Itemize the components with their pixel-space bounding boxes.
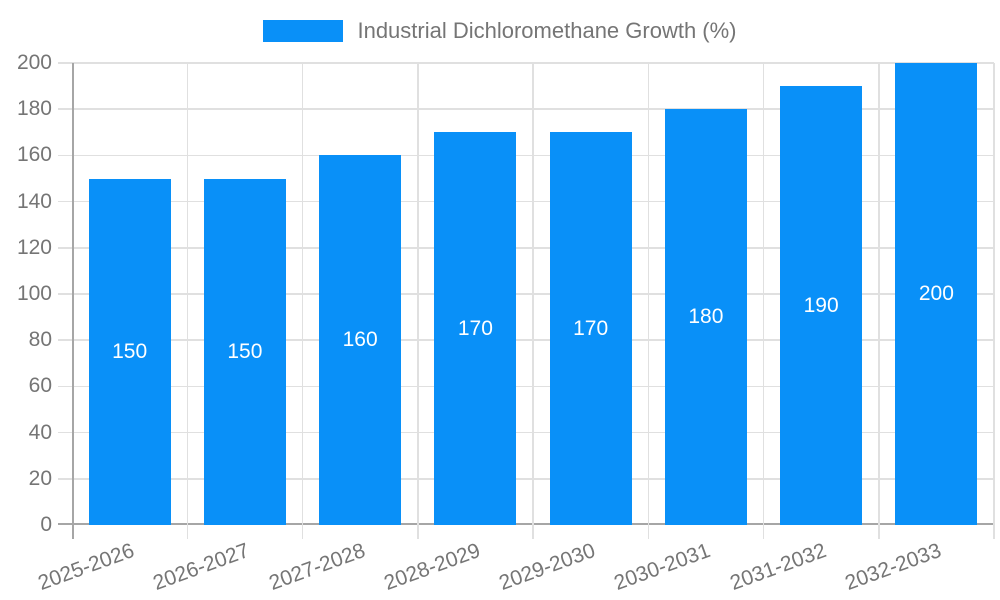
y-tick-label: 160 [16,143,52,167]
x-gridline [762,63,765,539]
plot-area: 0 20 40 60 80 100 120 140 160 180 200 150 150 160 170 1… [17,52,995,595]
x-tick-label: 2027-2028 [265,539,368,595]
x-gridline [417,63,419,539]
y-gridline [58,247,994,249]
y-tick-label: 180 [16,97,52,121]
bar-2026-2027[interactable]: 150 [203,178,286,525]
bar-2030-2031[interactable]: 180 [664,109,747,525]
legend-label: Industrial Dichloromethane Growth (%) [357,18,737,43]
bar-2025-2026[interactable]: 150 [88,178,171,525]
x-tick-label: 2025-2026 [35,539,138,595]
x-gridline [301,63,304,539]
bar-value-label: 150 [112,339,148,363]
y-tick-label: 60 [28,374,52,398]
x-gridline [993,63,995,539]
legend[interactable]: Industrial Dichloromethane Growth (%) [0,18,1000,44]
y-gridline [58,200,994,203]
y-gridline [58,478,994,480]
y-tick-label: 80 [28,328,52,352]
bar-2031-2032[interactable]: 190 [780,86,863,525]
x-axis-line [58,523,994,525]
y-gridline [58,385,994,388]
bar-2029-2030[interactable]: 170 [549,132,632,525]
bar-value-label: 200 [918,282,954,305]
y-tick-label: 20 [28,466,52,490]
x-gridline [532,63,534,539]
x-tick-label: 2029-2030 [496,539,599,595]
y-axis-line [72,63,74,539]
y-tick-label: 0 [40,513,52,536]
bar-2027-2028[interactable]: 160 [319,155,402,525]
y-gridline [58,108,994,110]
bar-value-label: 170 [573,316,609,340]
y-gridline [58,431,994,434]
y-gridline [58,154,994,157]
bar-value-label: 170 [457,316,493,340]
x-tick-label: 2028-2029 [380,539,484,595]
x-tick-label: 2032-2033 [841,539,945,595]
y-tick-label: 140 [16,189,52,213]
bar-2032-2033[interactable]: 200 [895,63,978,525]
x-gridline [878,63,880,539]
bar-value-label: 150 [227,339,263,363]
y-gridline [58,293,994,295]
bar-value-label: 190 [803,293,839,317]
y-gridline [58,62,994,64]
bar-2028-2029[interactable]: 170 [434,132,517,525]
y-tick-label: 40 [28,420,52,444]
y-gridline [58,339,994,341]
y-tick-label: 120 [16,235,52,259]
x-tick-label: 2026-2027 [150,539,253,595]
legend-swatch-icon [263,20,344,42]
y-tick-label: 100 [16,282,52,305]
x-tick-label: 2031-2032 [726,539,829,595]
x-gridline [186,63,188,539]
bar-value-label: 160 [342,328,378,352]
x-gridline [647,63,649,539]
x-tick-label: 2030-2031 [611,539,714,595]
y-tick-label: 200 [16,51,52,74]
bar-value-label: 180 [688,305,724,329]
